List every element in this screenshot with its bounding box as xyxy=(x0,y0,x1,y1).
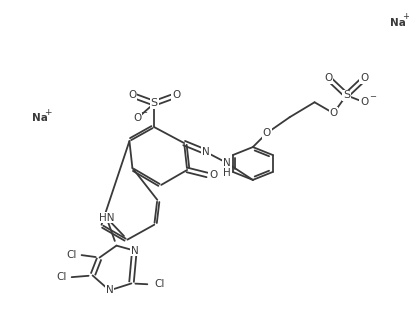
Text: Na: Na xyxy=(389,18,405,28)
Text: O: O xyxy=(328,108,337,118)
Text: N: N xyxy=(202,147,209,157)
Text: O: O xyxy=(360,74,368,83)
Text: −: − xyxy=(139,108,146,117)
Text: S: S xyxy=(151,98,157,108)
Text: Na: Na xyxy=(32,113,47,123)
Text: Cl: Cl xyxy=(66,249,76,260)
Text: O: O xyxy=(128,90,136,100)
Text: Cl: Cl xyxy=(154,280,164,290)
Text: −: − xyxy=(368,92,375,101)
Text: +: + xyxy=(401,12,409,21)
Text: HN: HN xyxy=(99,213,114,223)
Text: O: O xyxy=(360,97,368,107)
Text: N: N xyxy=(106,285,113,295)
Text: +: + xyxy=(44,108,51,117)
Text: O: O xyxy=(133,113,141,123)
Text: N: N xyxy=(130,246,138,256)
Text: O: O xyxy=(324,74,332,83)
Text: H: H xyxy=(222,168,230,178)
Text: O: O xyxy=(172,90,180,100)
Text: O: O xyxy=(209,170,217,180)
Text: Cl: Cl xyxy=(56,273,67,282)
Text: S: S xyxy=(342,90,349,100)
Text: O: O xyxy=(262,128,270,138)
Text: N: N xyxy=(222,158,230,168)
